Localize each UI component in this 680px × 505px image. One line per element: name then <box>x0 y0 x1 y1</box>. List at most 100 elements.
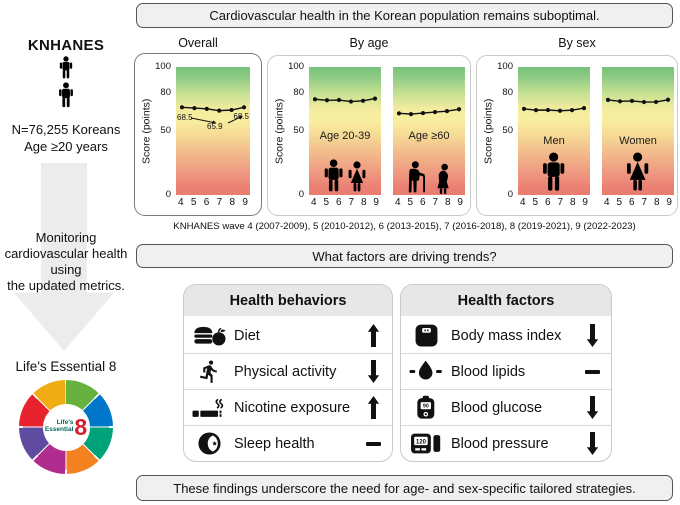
x-axis-tick: 8 <box>444 197 451 208</box>
person-icon-elderly-man <box>403 160 430 195</box>
trend-indicator <box>583 369 601 374</box>
wave-caption: KNHANES wave 4 (2007-2009), 5 (2010-2012… <box>173 221 636 232</box>
x-axis-tick: 6 <box>628 197 635 208</box>
y-axis-tick: 100 <box>155 61 171 72</box>
data-point <box>641 99 647 105</box>
panel-overall: Score (points) 100 80 50 0 68.5 65.9 68.5 4… <box>134 53 262 216</box>
data-point <box>521 106 527 111</box>
data-point <box>569 108 575 113</box>
trend-indicator <box>583 432 601 455</box>
flat-dash-icon <box>584 369 600 374</box>
data-point <box>665 97 671 102</box>
data-point <box>192 105 197 111</box>
row-label: Nicotine exposure <box>234 399 351 416</box>
person-icon-man <box>323 159 344 195</box>
row-body-mass-index: Body mass index <box>401 318 611 353</box>
box-title: Health behaviors <box>184 285 392 316</box>
x-axis-tick: 4 <box>604 197 610 208</box>
bottom-banner: These findings underscore the need for a… <box>136 475 673 501</box>
trend-indicator <box>364 360 382 383</box>
elderly-couple-icon <box>393 160 465 195</box>
x-axis-tick: 9 <box>582 197 588 208</box>
data-point <box>653 99 659 105</box>
data-point <box>557 108 563 113</box>
row-blood-pressure: 120 Blood pressure <box>401 425 611 461</box>
x-axis-tick: 8 <box>360 197 367 208</box>
le8-label: Life's Essential 8 <box>15 359 117 374</box>
x-axis-tick: 4 <box>178 197 184 208</box>
le8-numeral: 8 <box>74 413 88 440</box>
data-point <box>581 105 587 111</box>
person-icon-elderly-woman <box>433 162 454 195</box>
x-axis-tick: 8 <box>229 197 236 208</box>
x-axis-tick: 7 <box>348 197 355 208</box>
y-axis-tick: 0 <box>298 189 304 200</box>
blood-drop-icon <box>409 359 443 384</box>
health-factors-box: Health factors Body mass index <box>400 284 612 462</box>
man-icon <box>518 152 590 195</box>
row-blood-lipids: Blood lipids <box>401 353 611 389</box>
bp-monitor-icon: 120 <box>409 431 443 456</box>
group-label: Age ≥60 <box>408 129 450 142</box>
sample-size: N=76,255 Koreans <box>11 122 121 137</box>
x-axis-tick: 9 <box>666 197 672 208</box>
x-axis-tick: 9 <box>457 197 463 208</box>
top-banner: Cardiovascular health in the Korean popu… <box>136 3 673 28</box>
row-label: Physical activity <box>234 363 337 380</box>
x-axis-tick: 6 <box>419 197 426 208</box>
trend-indicator <box>583 396 601 419</box>
data-point <box>312 97 318 102</box>
x-axis-tick: 5 <box>323 197 330 208</box>
y-axis-tick: 80 <box>293 86 304 98</box>
y-axis-tick: 0 <box>507 189 513 200</box>
data-point <box>336 97 342 103</box>
data-point <box>456 107 462 112</box>
x-axis-tick: 4 <box>311 197 317 208</box>
down-arrow-icon <box>586 432 598 455</box>
data-point <box>629 98 635 104</box>
chart-area-men: Men <box>518 67 590 195</box>
row-label: Sleep health <box>234 435 315 452</box>
y-axis-label: Score (points) <box>482 98 495 164</box>
row-label: Blood pressure <box>451 435 549 452</box>
y-axis-tick: 50 <box>293 125 304 136</box>
row-label: Body mass index <box>451 327 562 344</box>
young-couple-icon <box>309 159 381 195</box>
population-pictogram <box>0 56 132 110</box>
line-plot-women <box>605 97 671 105</box>
annotation-start-value: 68.5 <box>177 113 193 122</box>
x-axis-tick: 4 <box>520 197 526 208</box>
scale-icon <box>409 323 443 348</box>
down-arrow-icon <box>367 360 379 383</box>
up-arrow-icon <box>367 396 379 419</box>
y-axis-tick: 80 <box>160 86 171 98</box>
up-arrow-icon <box>367 324 379 347</box>
row-diet: Diet <box>184 318 392 353</box>
data-point <box>324 98 330 103</box>
row-nicotine-exposure: Nicotine exposure <box>184 389 392 425</box>
down-arrow-icon <box>586 324 598 347</box>
data-point <box>204 106 209 111</box>
panel-title-by-sex: By sex <box>558 36 596 50</box>
study-title: KNHANES <box>27 37 105 54</box>
age-criteria: Age ≥20 years <box>24 139 108 154</box>
le8-center-text: Life's Essential <box>44 419 74 433</box>
down-arrow-icon <box>586 396 598 419</box>
row-physical-activity: Physical activity <box>184 353 392 389</box>
x-axis-tick: 5 <box>190 197 197 208</box>
data-point <box>617 99 623 104</box>
health-behaviors-box: Health behaviors Diet <box>183 284 393 462</box>
cigarette-icon <box>192 395 226 420</box>
x-axis-tick: 8 <box>569 197 576 208</box>
row-sleep-health: Sleep health <box>184 425 392 461</box>
y-axis-tick: 100 <box>288 61 304 72</box>
y-axis-ticks: 100 80 50 0 <box>495 61 516 200</box>
